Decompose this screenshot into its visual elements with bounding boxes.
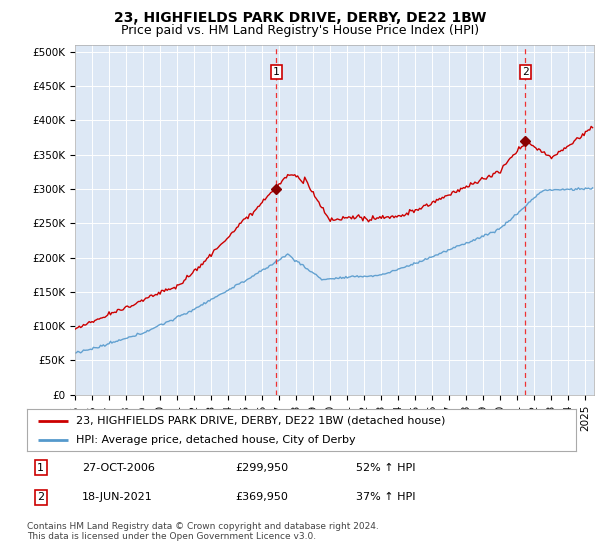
- Text: 1: 1: [273, 67, 280, 77]
- Text: 23, HIGHFIELDS PARK DRIVE, DERBY, DE22 1BW (detached house): 23, HIGHFIELDS PARK DRIVE, DERBY, DE22 1…: [76, 416, 446, 426]
- Text: 1: 1: [37, 463, 44, 473]
- Text: 27-OCT-2006: 27-OCT-2006: [82, 463, 155, 473]
- Text: 18-JUN-2021: 18-JUN-2021: [82, 492, 152, 502]
- Text: 2: 2: [37, 492, 44, 502]
- Text: £369,950: £369,950: [236, 492, 289, 502]
- Text: Price paid vs. HM Land Registry's House Price Index (HPI): Price paid vs. HM Land Registry's House …: [121, 24, 479, 37]
- Text: 23, HIGHFIELDS PARK DRIVE, DERBY, DE22 1BW: 23, HIGHFIELDS PARK DRIVE, DERBY, DE22 1…: [114, 11, 486, 25]
- Text: HPI: Average price, detached house, City of Derby: HPI: Average price, detached house, City…: [76, 435, 356, 445]
- Text: £299,950: £299,950: [236, 463, 289, 473]
- Text: 2: 2: [522, 67, 529, 77]
- Text: 37% ↑ HPI: 37% ↑ HPI: [356, 492, 416, 502]
- Text: 52% ↑ HPI: 52% ↑ HPI: [356, 463, 416, 473]
- Text: Contains HM Land Registry data © Crown copyright and database right 2024.
This d: Contains HM Land Registry data © Crown c…: [27, 522, 379, 542]
